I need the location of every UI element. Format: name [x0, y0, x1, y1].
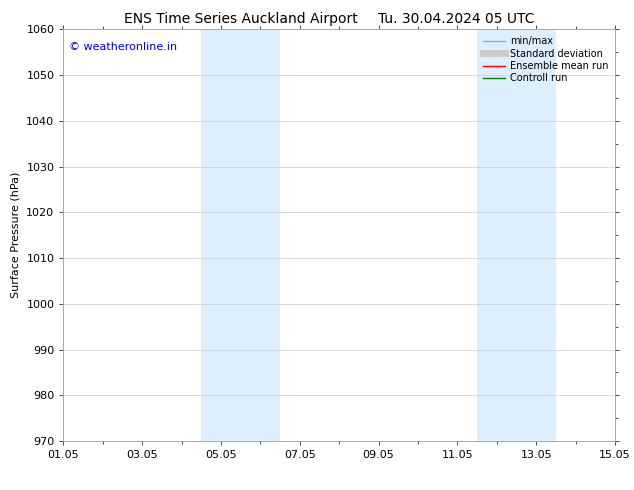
Text: Tu. 30.04.2024 05 UTC: Tu. 30.04.2024 05 UTC	[378, 12, 534, 26]
Bar	[202, 29, 280, 441]
Y-axis label: Surface Pressure (hPa): Surface Pressure (hPa)	[11, 172, 21, 298]
Text: ENS Time Series Auckland Airport: ENS Time Series Auckland Airport	[124, 12, 358, 26]
Bar	[477, 29, 556, 441]
Legend: min/max, Standard deviation, Ensemble mean run, Controll run: min/max, Standard deviation, Ensemble me…	[479, 32, 612, 87]
Text: © weatheronline.in: © weatheronline.in	[69, 42, 177, 52]
